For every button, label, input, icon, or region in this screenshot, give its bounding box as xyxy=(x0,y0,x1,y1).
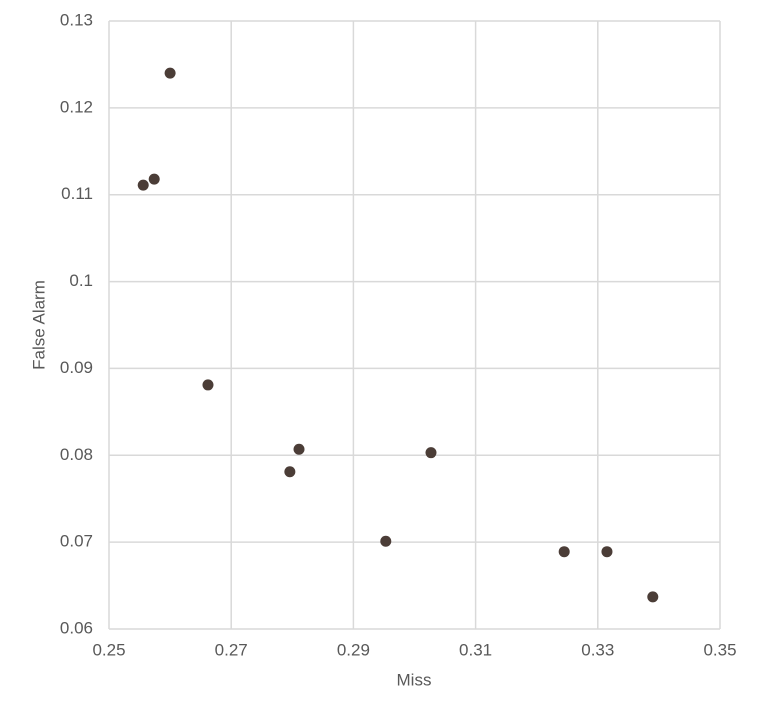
y-tick-label: 0.13 xyxy=(60,10,93,29)
point xyxy=(137,179,149,191)
y-tick-label: 0.1 xyxy=(69,271,93,290)
y-axis-label: False Alarm xyxy=(29,280,48,370)
y-tick-label: 0.11 xyxy=(61,184,93,203)
y-tick-label: 0.06 xyxy=(60,618,93,637)
point xyxy=(148,173,160,185)
y-tick-label: 0.08 xyxy=(60,445,93,464)
point xyxy=(293,443,305,455)
point xyxy=(601,546,613,558)
point xyxy=(164,67,176,79)
y-tick-label: 0.09 xyxy=(60,358,93,377)
x-tick-label: 0.27 xyxy=(215,640,248,659)
point xyxy=(380,535,392,547)
x-tick-label: 0.29 xyxy=(337,640,370,659)
x-tick-label: 0.25 xyxy=(92,640,125,659)
x-axis-label: Miss xyxy=(397,670,432,689)
point xyxy=(558,546,570,558)
y-tick-label: 0.07 xyxy=(60,532,93,551)
x-tick-label: 0.33 xyxy=(581,640,614,659)
point xyxy=(425,447,437,459)
point xyxy=(202,379,214,391)
point xyxy=(647,591,659,603)
point xyxy=(284,466,296,478)
x-tick-label: 0.35 xyxy=(703,640,736,659)
x-tick-label: 0.31 xyxy=(459,640,492,659)
y-tick-label: 0.12 xyxy=(60,97,93,116)
